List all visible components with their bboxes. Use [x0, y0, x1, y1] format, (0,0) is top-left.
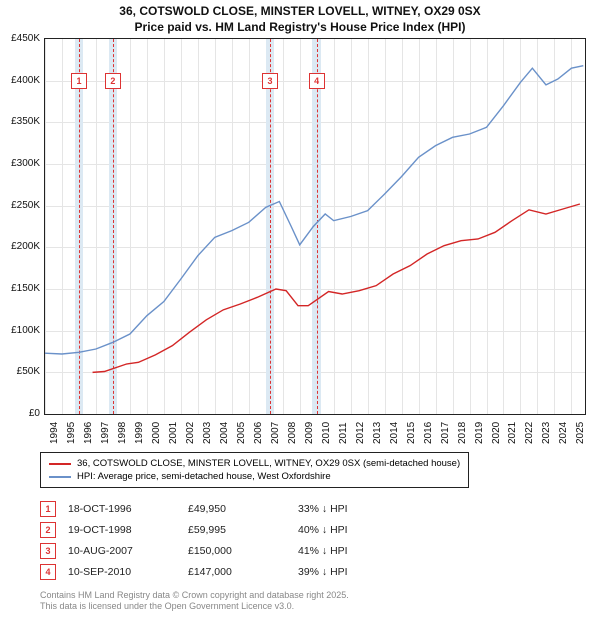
- y-axis-tick: £400K: [0, 75, 40, 86]
- sale-number-box: 1: [40, 501, 56, 517]
- footer-line-1: Contains HM Land Registry data © Crown c…: [40, 590, 349, 601]
- x-axis-tick: 2002: [185, 422, 196, 444]
- sale-date: 18-OCT-1996: [68, 503, 188, 515]
- sale-price: £150,000: [188, 545, 298, 557]
- chart-title-1: 36, COTSWOLD CLOSE, MINSTER LOVELL, WITN…: [0, 4, 600, 18]
- x-axis-tick: 2015: [406, 422, 417, 444]
- sale-delta: 41% ↓ HPI: [298, 545, 348, 557]
- chart-legend: 36, COTSWOLD CLOSE, MINSTER LOVELL, WITN…: [40, 452, 469, 488]
- sale-delta: 33% ↓ HPI: [298, 503, 348, 515]
- footer-line-2: This data is licensed under the Open Gov…: [40, 601, 349, 612]
- x-axis-tick: 2004: [219, 422, 230, 444]
- sales-table: 1 18-OCT-1996£49,95033% ↓ HPI 2 19-OCT-1998…: [40, 498, 348, 582]
- y-axis-tick: £350K: [0, 116, 40, 127]
- sale-delta: 39% ↓ HPI: [298, 566, 348, 578]
- legend-swatch-hpi: [49, 476, 71, 478]
- y-axis-tick: £450K: [0, 33, 40, 44]
- sale-date: 19-OCT-1998: [68, 524, 188, 536]
- sale-row: 1 18-OCT-1996£49,95033% ↓ HPI: [40, 498, 348, 519]
- sale-price: £59,995: [188, 524, 298, 536]
- x-axis-tick: 2024: [558, 422, 569, 444]
- legend-swatch-paid: [49, 463, 71, 465]
- x-axis-tick: 2006: [253, 422, 264, 444]
- x-axis-tick: 2016: [423, 422, 434, 444]
- x-axis-tick: 2025: [575, 422, 586, 444]
- x-axis-tick: 1996: [83, 422, 94, 444]
- y-axis-tick: £150K: [0, 283, 40, 294]
- sale-row: 2 19-OCT-1998£59,99540% ↓ HPI: [40, 519, 348, 540]
- y-axis-tick: £100K: [0, 325, 40, 336]
- chart-title-2: Price paid vs. HM Land Registry's House …: [0, 20, 600, 34]
- y-axis-tick: £250K: [0, 200, 40, 211]
- x-axis-tick: 2018: [457, 422, 468, 444]
- y-axis-tick: £300K: [0, 158, 40, 169]
- sale-row: 3 10-AUG-2007£150,00041% ↓ HPI: [40, 540, 348, 561]
- x-axis-tick: 1998: [117, 422, 128, 444]
- x-axis-tick: 2008: [287, 422, 298, 444]
- x-axis-tick: 2001: [168, 422, 179, 444]
- x-axis-tick: 1995: [66, 422, 77, 444]
- x-axis-tick: 2011: [338, 422, 349, 444]
- legend-label-paid: 36, COTSWOLD CLOSE, MINSTER LOVELL, WITN…: [77, 458, 460, 469]
- sale-delta: 40% ↓ HPI: [298, 524, 348, 536]
- x-axis-tick: 2000: [151, 422, 162, 444]
- y-axis-tick: £50K: [0, 366, 40, 377]
- legend-label-hpi: HPI: Average price, semi-detached house,…: [77, 471, 331, 482]
- x-axis-tick: 2017: [440, 422, 451, 444]
- x-axis-tick: 1999: [134, 422, 145, 444]
- x-axis-tick: 2012: [355, 422, 366, 444]
- y-axis-tick: £0: [0, 408, 40, 419]
- x-axis-tick: 1997: [100, 422, 111, 444]
- x-axis-tick: 2007: [270, 422, 281, 444]
- x-axis-tick: 2009: [304, 422, 315, 444]
- sale-date: 10-SEP-2010: [68, 566, 188, 578]
- footer-attribution: Contains HM Land Registry data © Crown c…: [40, 590, 349, 613]
- x-axis-tick: 2023: [541, 422, 552, 444]
- x-axis-tick: 1994: [49, 422, 60, 444]
- sale-number-box: 3: [40, 543, 56, 559]
- sale-row: 4 10-SEP-2010£147,00039% ↓ HPI: [40, 561, 348, 582]
- sale-price: £49,950: [188, 503, 298, 515]
- x-axis-tick: 2005: [236, 422, 247, 444]
- x-axis-tick: 2003: [202, 422, 213, 444]
- x-axis-tick: 2013: [372, 422, 383, 444]
- x-axis-tick: 2020: [491, 422, 502, 444]
- sale-date: 10-AUG-2007: [68, 545, 188, 557]
- x-axis-tick: 2019: [474, 422, 485, 444]
- x-axis-tick: 2022: [524, 422, 535, 444]
- y-axis-tick: £200K: [0, 241, 40, 252]
- x-axis-tick: 2014: [389, 422, 400, 444]
- sale-price: £147,000: [188, 566, 298, 578]
- x-axis-tick: 2010: [321, 422, 332, 444]
- sale-number-box: 2: [40, 522, 56, 538]
- sale-number-box: 4: [40, 564, 56, 580]
- x-axis-tick: 2021: [507, 422, 518, 444]
